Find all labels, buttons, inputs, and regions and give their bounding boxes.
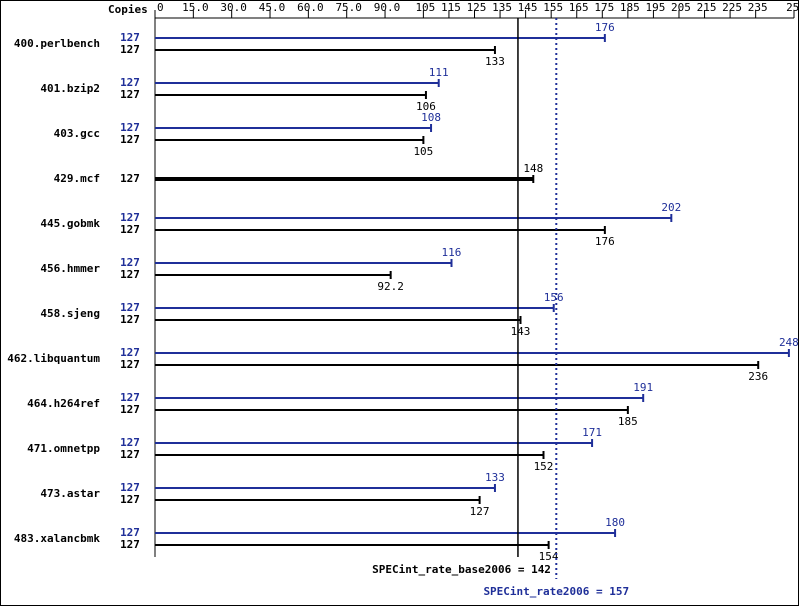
value-label: 143 — [511, 325, 531, 338]
x-tick-label: 235 — [748, 1, 768, 14]
category-label: 471.omnetpp — [27, 442, 100, 455]
x-tick-label: 215 — [697, 1, 717, 14]
category-label: 445.gobmk — [40, 217, 100, 230]
value-label: 106 — [416, 100, 436, 113]
x-tick-label: 115 — [441, 1, 461, 14]
value-label: 105 — [413, 145, 433, 158]
copies-label: 127 — [120, 481, 140, 494]
copies-label: 127 — [120, 346, 140, 359]
x-tick-label: 45.0 — [259, 1, 286, 14]
category-label: 400.perlbench — [14, 37, 100, 50]
category-label: 401.bzip2 — [40, 82, 100, 95]
value-label: 171 — [582, 426, 602, 439]
value-label: 127 — [470, 505, 490, 518]
reference-label: SPECint_rate2006 = 157 — [483, 585, 629, 598]
x-tick-label: 15.0 — [182, 1, 209, 14]
copies-label: 127 — [120, 403, 140, 416]
x-tick-label: 250 — [786, 1, 799, 14]
category-label: 458.sjeng — [40, 307, 100, 320]
value-label: 180 — [605, 516, 625, 529]
value-label: 116 — [442, 246, 462, 259]
copies-label: 127 — [120, 121, 140, 134]
value-label: 202 — [661, 201, 681, 214]
copies-label: 127 — [120, 133, 140, 146]
x-tick-label: 60.0 — [297, 1, 324, 14]
copies-label: 127 — [120, 391, 140, 404]
value-label: 191 — [633, 381, 653, 394]
value-label: 108 — [421, 111, 441, 124]
copies-label: 127 — [120, 526, 140, 539]
reference-label: SPECint_rate_base2006 = 142 — [372, 563, 551, 576]
copies-label: 127 — [120, 313, 140, 326]
category-label: 464.h264ref — [27, 397, 100, 410]
copies-label: 127 — [120, 301, 140, 314]
category-label: 456.hmmer — [40, 262, 100, 275]
x-tick-label: 165 — [569, 1, 589, 14]
category-label: 483.xalancbmk — [14, 532, 100, 545]
x-tick-label: 135 — [492, 1, 512, 14]
copies-label: 127 — [120, 31, 140, 44]
copies-label: 127 — [120, 268, 140, 281]
value-label: 176 — [595, 235, 615, 248]
value-label: 248 — [779, 336, 799, 349]
x-tick-label: 75.0 — [335, 1, 362, 14]
value-label: 176 — [595, 21, 615, 34]
value-label: 185 — [618, 415, 638, 428]
x-tick-label: 90.0 — [374, 1, 401, 14]
value-label: 154 — [539, 550, 559, 563]
value-label: 152 — [534, 460, 554, 473]
category-label: 429.mcf — [54, 172, 100, 185]
x-tick-label: 0 — [157, 1, 164, 14]
x-tick-label: 225 — [722, 1, 742, 14]
category-label: 473.astar — [40, 487, 100, 500]
value-label: 148 — [523, 162, 543, 175]
x-tick-label: 185 — [620, 1, 640, 14]
copies-label: 127 — [120, 88, 140, 101]
x-tick-label: 125 — [467, 1, 487, 14]
value-label: 156 — [544, 291, 564, 304]
copies-label: 127 — [120, 256, 140, 269]
copies-label: 127 — [120, 211, 140, 224]
copies-label: 127 — [120, 436, 140, 449]
value-label: 111 — [429, 66, 449, 79]
x-tick-label: 145 — [518, 1, 538, 14]
copies-label: 127 — [120, 43, 140, 56]
copies-label: 127 — [120, 448, 140, 461]
value-label: 133 — [485, 55, 505, 68]
x-tick-label: 105 — [415, 1, 435, 14]
x-tick-label: 195 — [645, 1, 665, 14]
x-tick-label: 175 — [594, 1, 614, 14]
copies-label: 127 — [120, 538, 140, 551]
category-label: 462.libquantum — [7, 352, 100, 365]
value-label: 133 — [485, 471, 505, 484]
x-tick-label: 205 — [671, 1, 691, 14]
x-tick-label: 155 — [543, 1, 563, 14]
value-label: 92.2 — [377, 280, 404, 293]
value-label: 236 — [748, 370, 768, 383]
copies-label: 127 — [120, 172, 140, 185]
x-axis-label: Copies — [108, 3, 148, 16]
category-label: 403.gcc — [54, 127, 100, 140]
copies-label: 127 — [120, 76, 140, 89]
copies-label: 127 — [120, 493, 140, 506]
copies-label: 127 — [120, 358, 140, 371]
copies-label: 127 — [120, 223, 140, 236]
x-tick-label: 30.0 — [220, 1, 247, 14]
